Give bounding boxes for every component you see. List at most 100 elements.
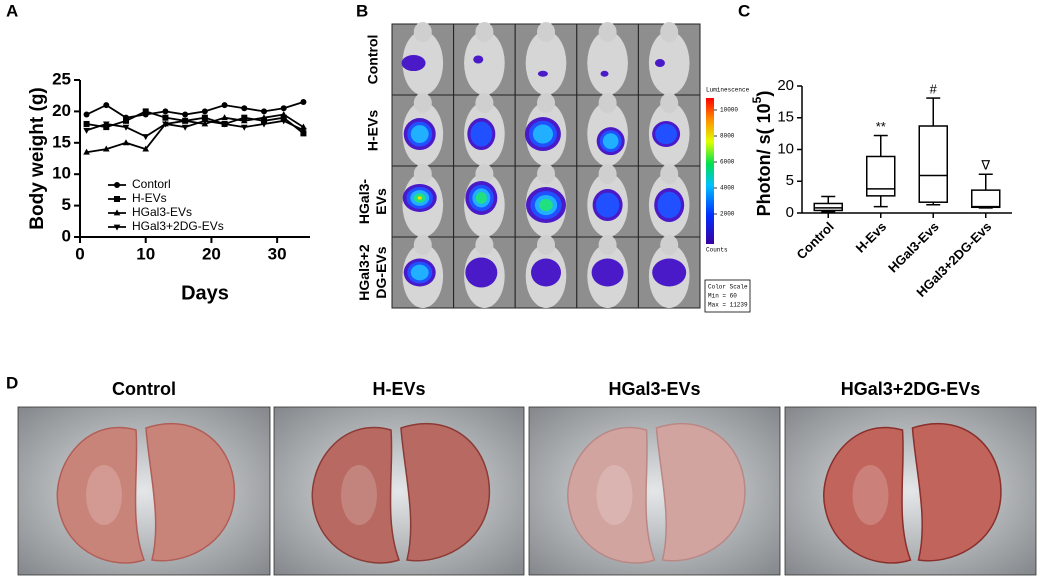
panel-label: D: [6, 373, 18, 392]
point: [201, 108, 208, 115]
mouse-head: [475, 235, 494, 255]
point: [83, 127, 90, 134]
x-tick-label: 20: [202, 244, 221, 263]
luminescence-spot: [657, 191, 681, 219]
row-label: H-EVs: [365, 110, 381, 151]
point: [241, 105, 248, 112]
x-tick-label: 30: [268, 244, 287, 263]
panel-label: B: [356, 1, 368, 20]
mouse-head: [413, 22, 432, 42]
legend-label: Contorl: [132, 177, 171, 191]
mouse-head: [537, 22, 555, 42]
point: [123, 117, 129, 124]
point: [201, 118, 209, 125]
point: [142, 108, 149, 115]
luminescence-spot: [417, 196, 422, 200]
point: [300, 98, 307, 105]
mouse-head: [660, 164, 679, 184]
luminescence-spot: [470, 121, 493, 147]
lung-highlight: [852, 465, 889, 525]
luminescence-spot: [654, 59, 665, 68]
y-tick-label: 5: [62, 195, 71, 214]
point: [181, 117, 189, 124]
lung-left: [823, 426, 912, 564]
luminescence-spot: [655, 123, 678, 145]
point: [300, 127, 307, 134]
row-label: HGal3-: [356, 179, 372, 224]
lung-left: [56, 426, 145, 564]
y-tick-label: 5: [786, 172, 794, 189]
series-line: [86, 113, 304, 154]
point: [122, 124, 130, 131]
photo-title: Control: [112, 379, 176, 399]
photo-title: HGal3-EVs: [608, 379, 700, 399]
point: [102, 145, 110, 152]
mouse-head: [537, 235, 555, 255]
box: [971, 189, 1001, 209]
series-line: [86, 110, 304, 135]
x-tick-label: 10: [136, 244, 155, 263]
y-tick-label: 0: [62, 226, 71, 245]
y-axis-label-end: ): [754, 91, 774, 97]
color-scale-text: Min = 60: [708, 293, 737, 300]
lung-highlight: [86, 465, 122, 525]
legend-marker: [114, 196, 120, 202]
point: [221, 121, 228, 128]
luminescence-spot: [531, 258, 561, 287]
legend-label: H-EVs: [132, 191, 167, 205]
y-tick-label: 20: [777, 77, 794, 94]
mouse-head: [475, 22, 494, 42]
color-scale-text: Max = 11239: [708, 302, 748, 309]
series-line: [86, 101, 304, 119]
mouse-head: [598, 164, 617, 184]
lung-highlight: [341, 465, 377, 525]
y-tick-label: 10: [777, 140, 794, 157]
luminescence-spot: [537, 70, 548, 77]
panel-label: A: [6, 1, 18, 20]
point: [162, 114, 169, 121]
legend-marker: [114, 182, 120, 188]
lung-right: [911, 422, 1002, 562]
y-axis-label-superscript: 5: [750, 96, 764, 103]
mouse-head: [660, 93, 679, 113]
color-scale-box: [704, 279, 751, 313]
point: [240, 117, 248, 124]
mouse-head: [660, 235, 679, 255]
luminescence-spot: [401, 55, 426, 72]
y-tick-label: 10: [52, 164, 71, 183]
lung-left: [567, 426, 656, 564]
color-scale-text: Color Scale: [708, 284, 748, 291]
x-tick-label: 0: [75, 244, 84, 263]
luminescence-spot: [591, 258, 624, 287]
mouse: [525, 31, 567, 95]
colorbar-tick-label: 2000: [720, 211, 735, 218]
point: [280, 110, 288, 117]
x-tick-label: H-Evs: [853, 219, 890, 256]
point: [162, 108, 169, 115]
point: [260, 121, 268, 128]
colorbar-title: Luminescence: [706, 87, 750, 94]
point: [83, 148, 90, 155]
box: [866, 155, 896, 197]
point: [221, 114, 228, 121]
colorbar-unit: Counts: [706, 247, 728, 254]
luminescence-spot: [410, 264, 429, 281]
mouse-head: [475, 164, 494, 184]
panel-b: Control H-EVs HGal3- EVs HGal3+2 DG-EVs Lumine…: [356, 22, 751, 313]
colorbar: [706, 98, 714, 244]
point: [261, 108, 267, 115]
lung-highlight: [596, 465, 633, 525]
point: [181, 124, 189, 131]
point: [280, 118, 288, 125]
luminescence-spot: [465, 257, 498, 288]
lung-right: [145, 422, 236, 562]
y-axis-label-text: Photon/ s( 10: [754, 103, 774, 216]
significance-mark: **: [876, 119, 886, 134]
mouse-head: [413, 164, 432, 184]
row-label: EVs: [373, 188, 389, 215]
y-tick-label: 25: [52, 69, 71, 88]
lung-right: [400, 422, 491, 562]
point: [122, 139, 130, 146]
luminescence-spot: [652, 258, 687, 287]
